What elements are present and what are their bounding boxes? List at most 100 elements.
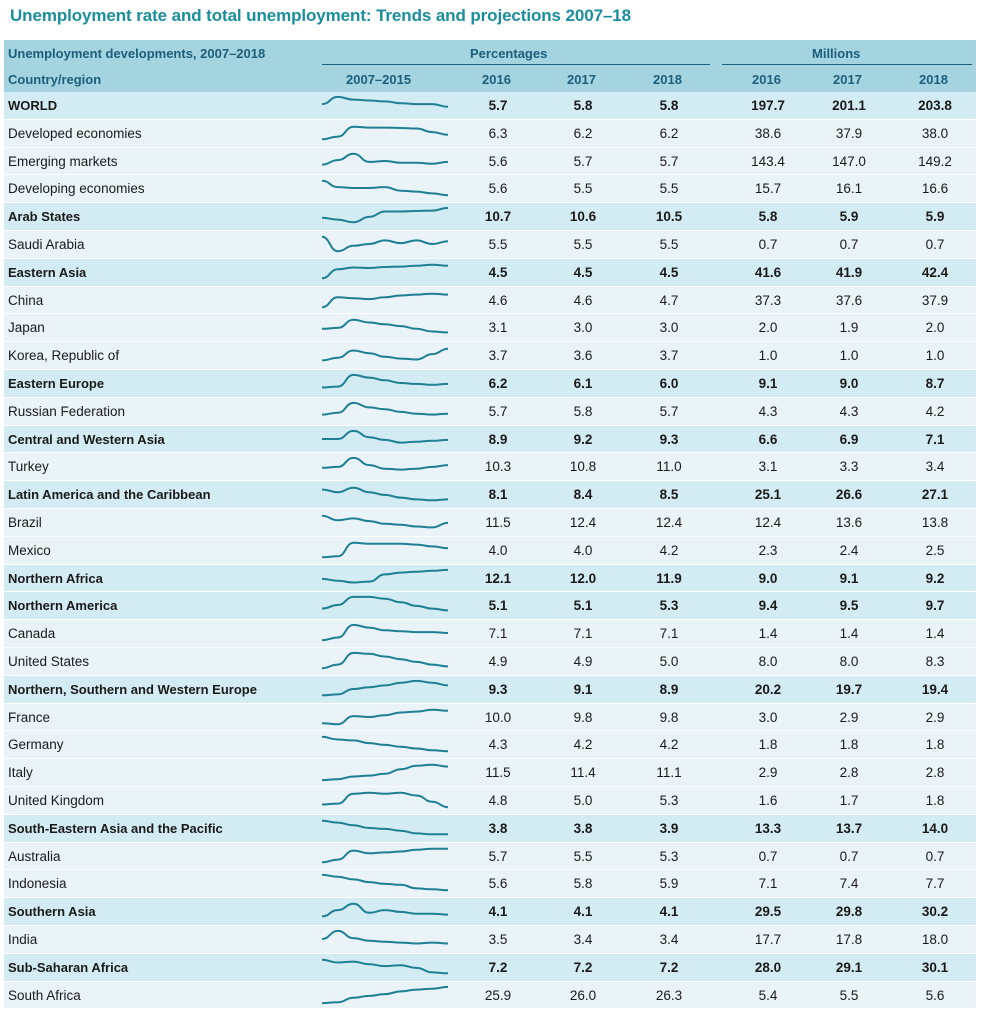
country-region-name: Eastern Europe: [8, 376, 104, 391]
mil-2018-value: 19.4: [905, 682, 965, 697]
pct-2018-value: 5.5: [639, 181, 699, 196]
pct-2017-value: 11.4: [553, 765, 613, 780]
mil-2016-value: 20.2: [738, 682, 798, 697]
pct-2018-value: 5.3: [639, 793, 699, 808]
pct-2017-value: 5.0: [553, 793, 613, 808]
pct-2018-value: 9.3: [639, 432, 699, 447]
pct-2018-value: 6.0: [639, 376, 699, 391]
pct-2017-value: 3.0: [553, 320, 613, 335]
pct-2017-value: 5.8: [553, 404, 613, 419]
pct-2018-value: 5.3: [639, 598, 699, 613]
pct-2016-value: 5.1: [468, 598, 528, 613]
pct-2017-value: 4.6: [553, 293, 613, 308]
mil-2017-header: 2017: [833, 72, 862, 87]
country-region-name: United States: [8, 654, 89, 669]
pct-2017-value: 6.2: [553, 126, 613, 141]
pct-2016-value: 5.6: [468, 181, 528, 196]
mil-2017-value: 0.7: [819, 237, 879, 252]
trend-line: [322, 793, 448, 807]
mil-2017-value: 19.7: [819, 682, 879, 697]
pct-2017-value: 7.2: [553, 960, 613, 975]
mil-2017-value: 201.1: [819, 98, 879, 113]
country-region-header: Country/region: [8, 72, 101, 87]
percentages-underline: [322, 64, 710, 65]
trend-sparkline: [320, 593, 450, 617]
mil-2016-value: 7.1: [738, 876, 798, 891]
mil-2016-value: 1.0: [738, 348, 798, 363]
country-region-name: Japan: [8, 320, 45, 335]
mil-2016-value: 0.7: [738, 849, 798, 864]
pct-2017-header: 2017: [567, 72, 596, 87]
mil-2016-value: 12.4: [738, 515, 798, 530]
trend-sparkline: [320, 510, 450, 534]
table-caption: Unemployment developments, 2007–2018: [8, 46, 265, 61]
trend-line: [322, 625, 448, 640]
country-region-name: United Kingdom: [8, 793, 104, 808]
trend-line: [322, 848, 448, 862]
pct-2016-value: 10.0: [468, 710, 528, 725]
mil-2017-value: 2.9: [819, 710, 879, 725]
country-region-name: Germany: [8, 737, 64, 752]
trend-line: [322, 488, 448, 501]
trend-sparkline: [320, 566, 450, 590]
pct-2017-value: 6.1: [553, 376, 613, 391]
trend-sparkline: [320, 538, 450, 562]
pct-2016-value: 5.5: [468, 237, 528, 252]
mil-2016-value: 3.0: [738, 710, 798, 725]
country-region-name: Eastern Asia: [8, 265, 86, 280]
pct-2016-value: 7.1: [468, 626, 528, 641]
trend-line: [322, 681, 448, 695]
pct-2016-value: 4.1: [468, 904, 528, 919]
trend-sparkline: [320, 983, 450, 1007]
pct-2016-value: 5.6: [468, 876, 528, 891]
trend-line: [322, 458, 448, 470]
country-region-name: Southern Asia: [8, 904, 96, 919]
mil-2016-value: 8.0: [738, 654, 798, 669]
mil-2018-value: 16.6: [905, 181, 965, 196]
pct-2017-value: 8.4: [553, 487, 613, 502]
trend-line: [322, 516, 448, 528]
pct-2016-header: 2016: [482, 72, 511, 87]
mil-2018-value: 2.9: [905, 710, 965, 725]
pct-2016-value: 4.5: [468, 265, 528, 280]
country-region-name: France: [8, 710, 50, 725]
trend-sparkline: [320, 232, 450, 256]
mil-2018-value: 9.2: [905, 571, 965, 586]
mil-2017-value: 13.7: [819, 821, 879, 836]
pct-2017-value: 7.1: [553, 626, 613, 641]
pct-2018-value: 4.7: [639, 293, 699, 308]
page-title: Unemployment rate and total unemployment…: [10, 6, 631, 26]
country-region-name: Korea, Republic of: [8, 348, 119, 363]
millions-underline: [722, 64, 972, 65]
country-region-name: Australia: [8, 849, 61, 864]
mil-2016-value: 29.5: [738, 904, 798, 919]
trend-line: [322, 430, 448, 442]
mil-2017-value: 1.8: [819, 737, 879, 752]
mil-2016-value: 37.3: [738, 293, 798, 308]
pct-2017-value: 26.0: [553, 988, 613, 1003]
trend-line: [322, 375, 448, 388]
mil-2018-value: 149.2: [905, 154, 965, 169]
mil-2017-value: 9.1: [819, 571, 879, 586]
trend-line: [322, 403, 448, 415]
mil-2017-value: 1.9: [819, 320, 879, 335]
pct-2017-value: 12.4: [553, 515, 613, 530]
mil-2018-value: 14.0: [905, 821, 965, 836]
pct-2016-value: 6.3: [468, 126, 528, 141]
pct-2016-value: 6.2: [468, 376, 528, 391]
pct-2017-value: 4.1: [553, 904, 613, 919]
pct-2018-header: 2018: [653, 72, 682, 87]
country-region-name: Mexico: [8, 543, 51, 558]
pct-2016-value: 10.7: [468, 209, 528, 224]
trend-sparkline: [320, 93, 450, 117]
